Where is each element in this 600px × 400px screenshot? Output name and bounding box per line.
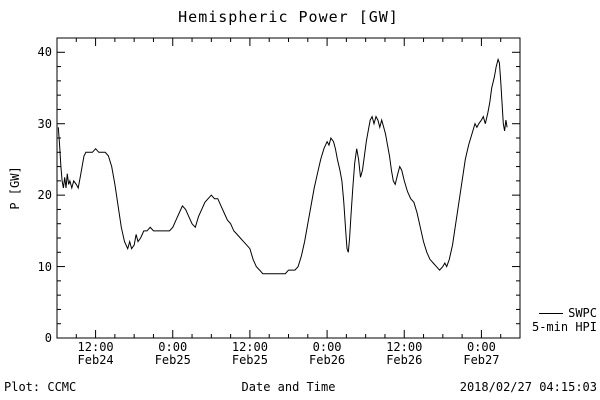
legend-row: SWPC [532, 306, 597, 320]
y-tick-label: 30 [37, 116, 52, 131]
x-tick-label: 12:00 Feb24 [77, 340, 114, 367]
y-tick-label: 0 [44, 331, 52, 345]
timestamp-label: 2018/02/27 04:15:03 [459, 380, 597, 394]
plot-source-label: Plot: CCMC [4, 380, 77, 394]
x-tick-label: 0:00 Feb25 [154, 340, 191, 367]
x-axis-label: Date and Time [241, 380, 336, 394]
x-tick-label: 0:00 Feb27 [463, 340, 500, 367]
y-tick-label: 10 [37, 259, 52, 274]
chart-title: Hemispheric Power [GW] [178, 8, 399, 26]
x-tick-label: 12:00 Feb25 [231, 340, 268, 367]
y-tick-label: 20 [37, 188, 52, 203]
legend-line-swatch [539, 313, 564, 314]
plot-box [56, 37, 521, 339]
data-line [57, 57, 508, 275]
legend-series-desc: 5-min HPI [531, 320, 597, 334]
legend-series-name: SWPC [568, 306, 597, 320]
x-tick-label: 0:00 Feb26 [309, 340, 346, 367]
x-tick-label: 12:00 Feb26 [386, 340, 423, 367]
y-tick-label: 40 [37, 45, 52, 60]
legend: SWPC 5-min HPI [532, 306, 597, 334]
